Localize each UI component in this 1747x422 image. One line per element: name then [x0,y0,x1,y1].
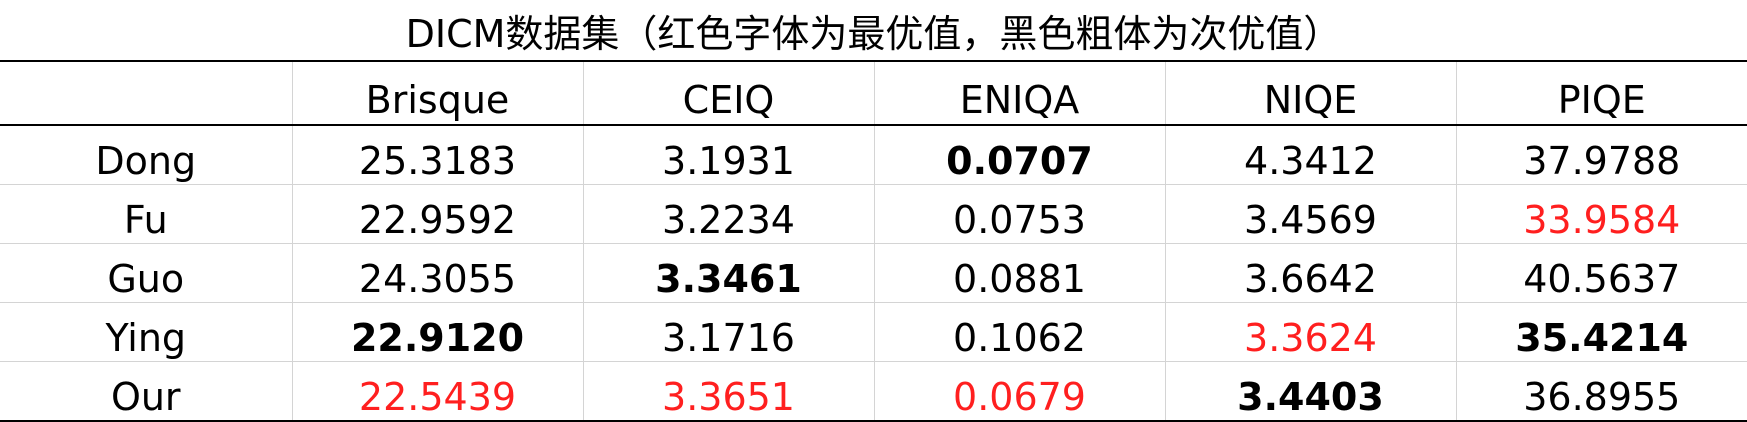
value-cell[interactable]: 3.1931 [583,125,875,185]
method-cell[interactable]: Fu [0,184,293,244]
header-cell-niqe[interactable]: NIQE [1165,61,1457,126]
value-cell[interactable]: 3.3624 [1165,302,1457,362]
value-cell[interactable]: 3.4403 [1165,361,1457,422]
value-cell[interactable]: 25.3183 [292,125,584,185]
table-row: Our 22.5439 3.3651 0.0679 3.4403 36.8955 [0,361,1747,422]
header-row: Brisque CEIQ ENIQA NIQE PIQE [0,61,1747,126]
value-cell[interactable]: 40.5637 [1456,243,1747,303]
value-cell[interactable]: 0.0753 [874,184,1166,244]
value-cell[interactable]: 3.2234 [583,184,875,244]
method-cell[interactable]: Our [0,361,293,422]
table-row: Ying 22.9120 3.1716 0.1062 3.3624 35.421… [0,302,1747,362]
value-cell[interactable]: 35.4214 [1456,302,1747,362]
value-cell[interactable]: 33.9584 [1456,184,1747,244]
method-cell[interactable]: Guo [0,243,293,303]
table-row: Guo 24.3055 3.3461 0.0881 3.6642 40.5637 [0,243,1747,303]
value-cell[interactable]: 0.0881 [874,243,1166,303]
header-cell-ceiq[interactable]: CEIQ [583,61,875,126]
value-cell[interactable]: 36.8955 [1456,361,1747,422]
value-cell[interactable]: 22.5439 [292,361,584,422]
table-title[interactable]: DICM数据集（红色字体为最优值，黑色粗体为次优值） [0,0,1747,62]
value-cell[interactable]: 22.9592 [292,184,584,244]
method-cell[interactable]: Dong [0,125,293,185]
header-cell-empty[interactable] [0,61,293,126]
value-cell[interactable]: 0.0707 [874,125,1166,185]
value-cell[interactable]: 3.1716 [583,302,875,362]
table-row: Fu 22.9592 3.2234 0.0753 3.4569 33.9584 [0,184,1747,244]
value-cell[interactable]: 0.1062 [874,302,1166,362]
value-cell[interactable]: 24.3055 [292,243,584,303]
value-cell[interactable]: 3.3461 [583,243,875,303]
header-cell-brisque[interactable]: Brisque [292,61,584,126]
value-cell[interactable]: 22.9120 [292,302,584,362]
value-cell[interactable]: 37.9788 [1456,125,1747,185]
method-cell[interactable]: Ying [0,302,293,362]
header-cell-piqe[interactable]: PIQE [1456,61,1747,126]
title-row: DICM数据集（红色字体为最优值，黑色粗体为次优值） [0,0,1747,62]
value-cell[interactable]: 3.3651 [583,361,875,422]
value-cell[interactable]: 3.6642 [1165,243,1457,303]
value-cell[interactable]: 0.0679 [874,361,1166,422]
header-cell-eniqa[interactable]: ENIQA [874,61,1166,126]
value-cell[interactable]: 3.4569 [1165,184,1457,244]
table-row: Dong 25.3183 3.1931 0.0707 4.3412 37.978… [0,125,1747,185]
value-cell[interactable]: 4.3412 [1165,125,1457,185]
